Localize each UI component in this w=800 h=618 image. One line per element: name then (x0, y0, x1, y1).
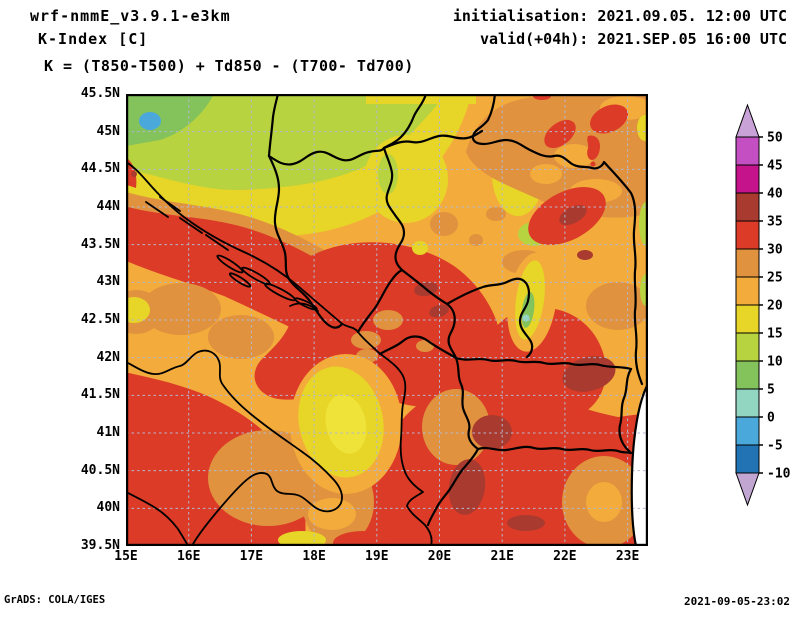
colorbar-segment (736, 221, 759, 249)
init-time-label: initialisation: 2021.09.05. 12:00 UTC (453, 7, 787, 25)
map-plot (126, 94, 648, 546)
lat-tick-label: 40.5N (56, 463, 120, 478)
colorbar-tick-label: 5 (767, 383, 775, 398)
colorbar-tick-label: 0 (767, 411, 775, 426)
lon-tick-label: 23E (606, 549, 650, 564)
lat-tick-label: 44.5N (56, 161, 120, 176)
colorbar-tick-label: 20 (767, 299, 783, 314)
colorbar-segment (736, 417, 759, 445)
colorbar-segment (736, 389, 759, 417)
formula-label: K = (T850-T500) + Td850 - (T700- Td700) (44, 57, 414, 75)
lon-tick-label: 16E (167, 549, 211, 564)
lat-tick-label: 45N (56, 124, 120, 139)
lat-tick-label: 42N (56, 350, 120, 365)
grads-credit: GrADS: COLA/IGES (4, 594, 105, 606)
lat-tick-label: 41.5N (56, 387, 120, 402)
lat-tick-label: 44N (56, 199, 120, 214)
colorbar-tick-label: 35 (767, 215, 783, 230)
colorbar-segment (736, 333, 759, 361)
colorbar-tick-label: -10 (767, 467, 791, 482)
colorbar-segment (736, 165, 759, 193)
lon-tick-label: 22E (543, 549, 587, 564)
valid-time-label: valid(+04h): 2021.SEP.05 16:00 UTC (480, 30, 787, 48)
colorbar-tick-label: 45 (767, 159, 783, 174)
colorbar-tick-label: -5 (767, 439, 783, 454)
lat-tick-label: 43.5N (56, 237, 120, 252)
lon-tick-label: 17E (229, 549, 273, 564)
colorbar-segment (736, 193, 759, 221)
colorbar-arrow-top (736, 105, 759, 137)
lat-tick-label: 45.5N (56, 86, 120, 101)
lon-tick-label: 18E (292, 549, 336, 564)
product-title: K-Index [C] (38, 30, 148, 48)
lon-tick-label: 19E (355, 549, 399, 564)
colorbar-tick-label: 25 (767, 271, 783, 286)
model-title: wrf-nmmE_v3.9.1-e3km (30, 7, 231, 25)
colorbar-segment (736, 445, 759, 473)
colorbar-arrow-bottom (736, 473, 759, 505)
lon-tick-label: 21E (480, 549, 524, 564)
lat-tick-label: 43N (56, 274, 120, 289)
lat-tick-label: 42.5N (56, 312, 120, 327)
lat-tick-label: 41N (56, 425, 120, 440)
colorbar-tick-label: 40 (767, 187, 783, 202)
colorbar-segment (736, 361, 759, 389)
colorbar-segment (736, 249, 759, 277)
lon-tick-label: 20E (418, 549, 462, 564)
colorbar-tick-label: 15 (767, 327, 783, 342)
colorbar-tick-label: 50 (767, 131, 783, 146)
lon-tick-label: 15E (104, 549, 148, 564)
colorbar: 50454035302520151050-5-10 (724, 98, 800, 522)
grads-weather-map-page: wrf-nmmE_v3.9.1-e3km K-Index [C] initial… (0, 0, 800, 618)
colorbar-segment (736, 277, 759, 305)
lat-tick-label: 40N (56, 500, 120, 515)
colorbar-segment (736, 305, 759, 333)
colorbar-tick-label: 10 (767, 355, 783, 370)
colorbar-segment (736, 137, 759, 165)
colorbar-tick-label: 30 (767, 243, 783, 258)
creation-timestamp: 2021-09-05-23:02 (684, 595, 790, 608)
